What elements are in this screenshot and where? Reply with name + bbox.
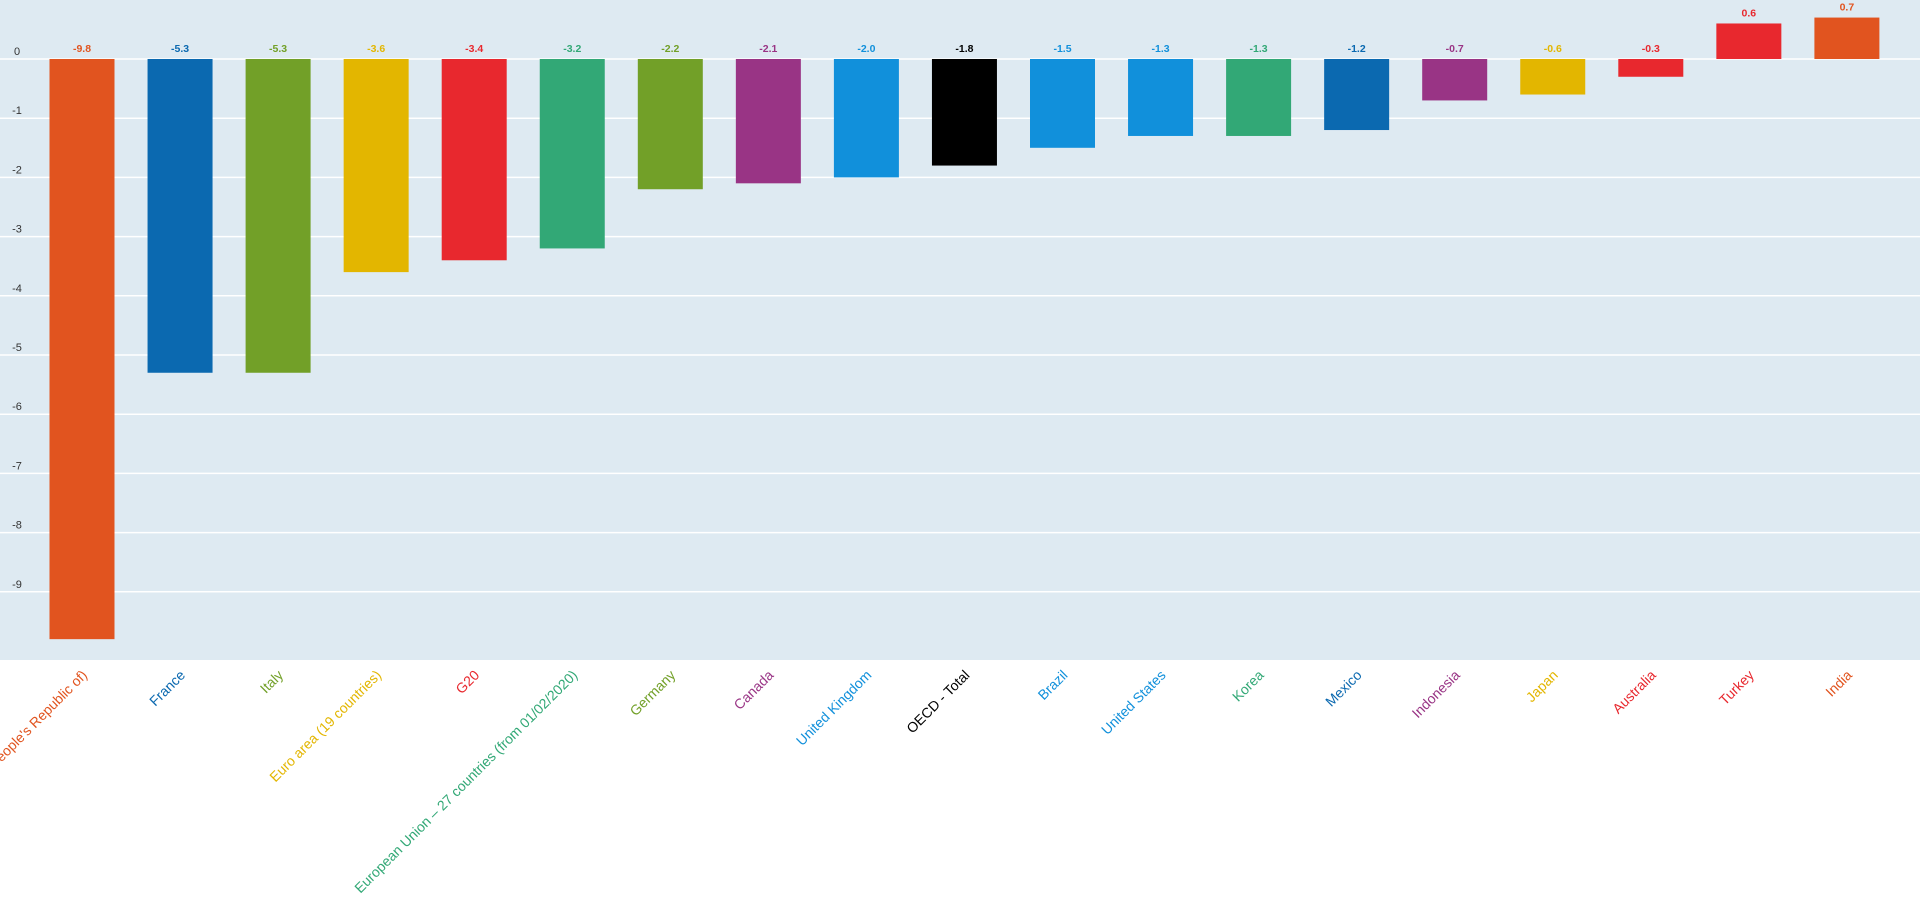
category-label: Turkey bbox=[1716, 667, 1757, 708]
value-label: -1.2 bbox=[1348, 43, 1366, 55]
value-label: -2.2 bbox=[661, 43, 679, 55]
value-label: -3.4 bbox=[465, 43, 483, 55]
category-label: OECD - Total bbox=[903, 667, 972, 736]
bar bbox=[343, 59, 409, 273]
value-label: -1.3 bbox=[1250, 43, 1268, 55]
y-tick-label: -1 bbox=[12, 105, 22, 117]
bar bbox=[637, 59, 703, 190]
bar bbox=[833, 59, 899, 178]
value-label: -5.3 bbox=[171, 43, 189, 55]
bar bbox=[441, 59, 507, 261]
value-label: -0.3 bbox=[1642, 43, 1660, 55]
category-label: Brazil bbox=[1035, 667, 1071, 703]
value-labels: -9.8 -5.3 -5.3 -3.6 -3.4 -3.2 -2.2 -2.1 -2.0 -1.8… bbox=[73, 2, 1854, 55]
bar bbox=[245, 59, 311, 373]
value-label: -3.6 bbox=[367, 43, 385, 55]
category-label: Indonesia bbox=[1409, 667, 1463, 721]
y-tick-label: -9 bbox=[12, 579, 22, 591]
value-label: -2.0 bbox=[857, 43, 875, 55]
value-label: -0.6 bbox=[1544, 43, 1562, 55]
value-label: -1.3 bbox=[1152, 43, 1170, 55]
value-label: -1.5 bbox=[1053, 43, 1071, 55]
y-tick-label: -8 bbox=[12, 520, 22, 532]
value-label: -9.8 bbox=[73, 43, 91, 55]
category-label: Germany bbox=[626, 667, 678, 719]
category-label: Australia bbox=[1609, 667, 1659, 717]
category-label: United Kingdom bbox=[793, 667, 875, 749]
y-tick-label: -3 bbox=[12, 224, 22, 236]
bar bbox=[147, 59, 213, 373]
bar bbox=[1128, 59, 1194, 136]
bar bbox=[49, 59, 115, 640]
value-label: 0.6 bbox=[1742, 7, 1757, 19]
category-label: Canada bbox=[730, 667, 776, 713]
category-labels: China (People's Republic of)FranceItalyE… bbox=[0, 667, 1855, 896]
bar bbox=[1814, 17, 1880, 60]
bar bbox=[1422, 59, 1488, 101]
category-label: Japan bbox=[1523, 667, 1561, 705]
y-tick-label: 0 bbox=[14, 46, 20, 58]
category-label: United States bbox=[1098, 667, 1169, 738]
bar bbox=[1716, 23, 1782, 59]
bar bbox=[539, 59, 605, 249]
category-label: India bbox=[1822, 667, 1855, 700]
category-label: European Union – 27 countries (from 01/0… bbox=[351, 667, 580, 896]
y-tick-label: -5 bbox=[12, 342, 22, 354]
y-axis: 0 -1 -2 -3 -4 -5 -6 -7 -8 -9 bbox=[12, 46, 22, 591]
category-label: France bbox=[146, 667, 188, 709]
bar bbox=[931, 59, 997, 166]
bars bbox=[49, 17, 1880, 640]
bar bbox=[1520, 59, 1586, 95]
bar bbox=[1618, 59, 1684, 77]
bar bbox=[1324, 59, 1390, 131]
category-label: Korea bbox=[1229, 667, 1267, 705]
category-label: China (People's Republic of) bbox=[0, 667, 90, 803]
value-label: -3.2 bbox=[563, 43, 581, 55]
y-tick-label: -6 bbox=[12, 401, 22, 413]
value-label: 0.7 bbox=[1840, 2, 1855, 14]
category-label: G20 bbox=[452, 667, 482, 697]
category-label: Italy bbox=[257, 667, 286, 696]
value-label: -0.7 bbox=[1446, 43, 1464, 55]
value-label: -1.8 bbox=[955, 43, 973, 55]
y-tick-label: -7 bbox=[12, 460, 22, 472]
bar bbox=[735, 59, 801, 184]
y-tick-label: -2 bbox=[12, 164, 22, 176]
category-label: Euro area (19 countries) bbox=[266, 667, 384, 785]
category-label: Mexico bbox=[1322, 667, 1365, 710]
value-label: -5.3 bbox=[269, 43, 287, 55]
bar bbox=[1226, 59, 1292, 136]
y-tick-label: -4 bbox=[12, 283, 22, 295]
bar bbox=[1030, 59, 1095, 148]
value-label: -2.1 bbox=[759, 43, 777, 55]
